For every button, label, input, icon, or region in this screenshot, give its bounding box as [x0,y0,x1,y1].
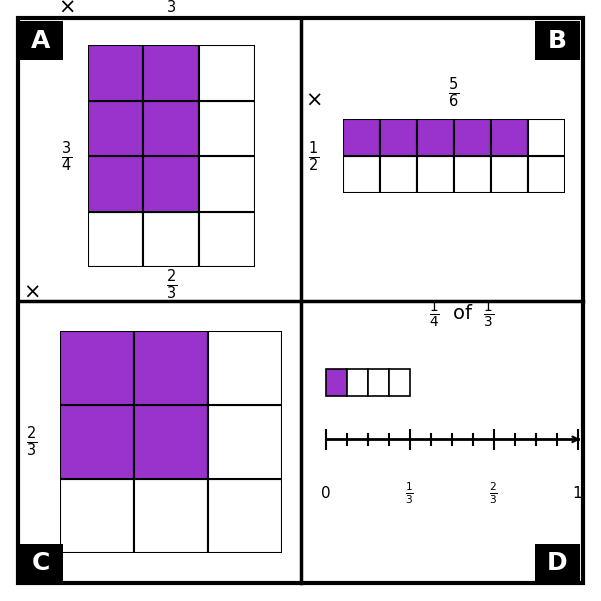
Text: $\frac{2}{3}$: $\frac{2}{3}$ [166,0,177,16]
Text: B: B [548,29,567,52]
Text: $\frac{3}{4}$: $\frac{3}{4}$ [61,139,72,174]
Bar [491,156,528,194]
Text: $\frac{2}{3}$: $\frac{2}{3}$ [166,267,177,302]
Text: $\frac{1}{4}$  of  $\frac{1}{3}$: $\frac{1}{4}$ of $\frac{1}{3}$ [429,300,494,330]
Bar [343,119,380,156]
Text: C: C [31,552,50,575]
Bar [380,119,416,156]
Bar [199,156,255,212]
Bar [347,369,368,396]
Bar [199,45,255,100]
Text: 1: 1 [573,486,582,501]
Bar [88,156,144,212]
Bar [144,212,199,267]
Bar [416,156,454,194]
Bar [60,404,134,479]
Text: $\times$: $\times$ [23,282,40,302]
Bar [491,119,528,156]
Bar [199,100,255,156]
Bar [209,331,282,404]
Text: $\frac{5}{6}$: $\frac{5}{6}$ [448,75,459,109]
Bar [88,45,144,100]
Bar [528,156,565,194]
Bar [209,404,282,479]
Bar [144,100,199,156]
Text: $\frac{2}{3}$: $\frac{2}{3}$ [26,424,37,459]
Bar [134,404,209,479]
Text: $\frac{1}{3}$: $\frac{1}{3}$ [406,481,414,506]
Text: $\frac{2}{3}$: $\frac{2}{3}$ [489,481,498,506]
Bar [134,331,209,404]
Bar [454,119,491,156]
Bar [326,369,347,396]
Bar [368,369,389,396]
Bar [389,369,410,396]
Text: D: D [547,552,568,575]
Bar [416,119,454,156]
Bar [454,156,491,194]
Bar [343,156,380,194]
Bar [528,119,565,156]
Bar [60,331,134,404]
Text: $\times$: $\times$ [305,90,322,109]
Text: A: A [31,29,50,52]
Text: 0: 0 [321,486,331,501]
Bar [144,156,199,212]
Bar [144,45,199,100]
Bar [209,479,282,553]
Bar [60,479,134,553]
Text: $\frac{1}{2}$: $\frac{1}{2}$ [308,139,319,174]
Bar [88,212,144,267]
Bar [380,156,416,194]
Text: $\times$: $\times$ [58,0,75,16]
Bar [134,479,209,553]
Bar [88,100,144,156]
Bar [199,212,255,267]
